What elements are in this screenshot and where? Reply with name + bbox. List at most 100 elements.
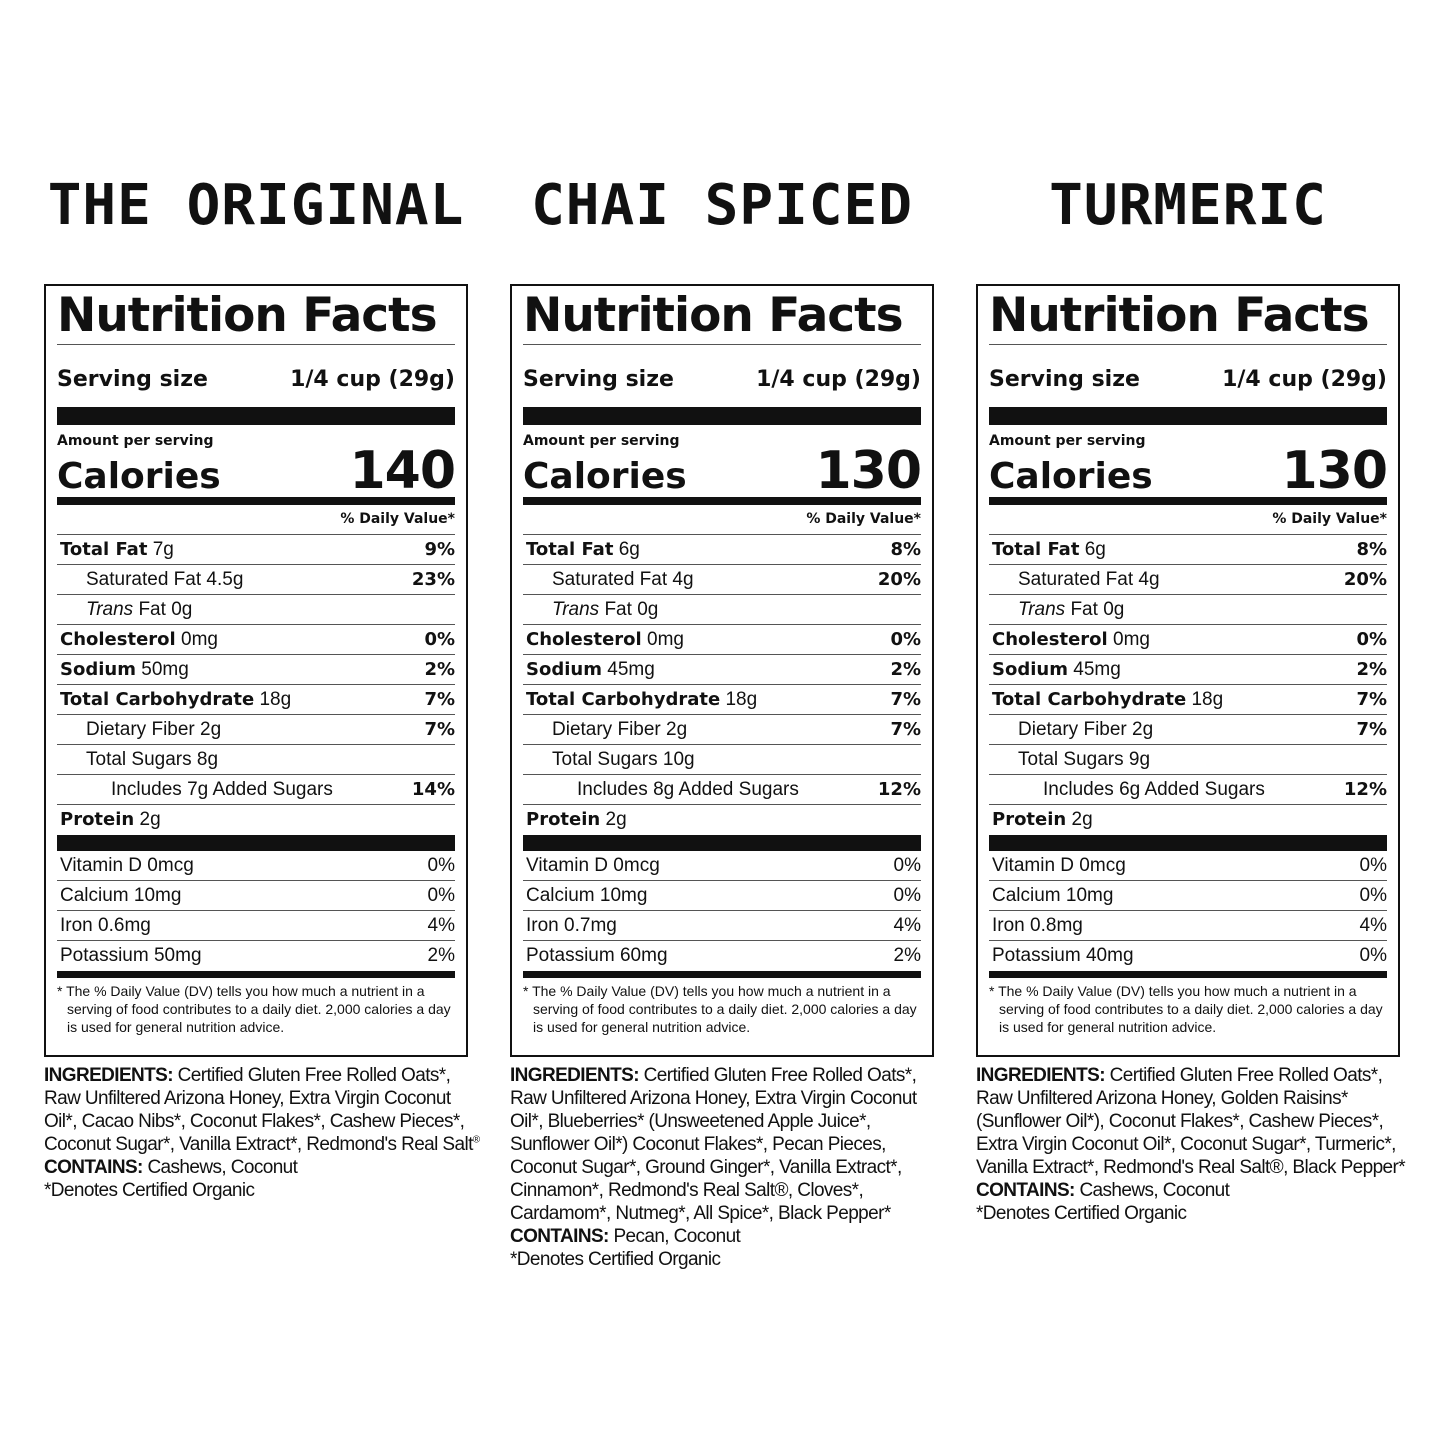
serving-size-row: Serving size 1/4 cup (29g) <box>989 351 1387 407</box>
ingredients-block: INGREDIENTS: Certified Gluten Free Rolle… <box>44 1064 484 1202</box>
ingredients-block: INGREDIENTS: Certified Gluten Free Rolle… <box>976 1064 1416 1225</box>
nutrition-facts-panel: Nutrition Facts Serving size 1/4 cup (29… <box>976 284 1400 1057</box>
cholesterol-row: Cholesterol 0mg 0% <box>989 625 1387 655</box>
flavor-title: THE ORIGINAL <box>47 173 465 238</box>
nutrition-facts-title: Nutrition Facts <box>523 288 904 343</box>
serving-size-value: 1/4 cup (29g) <box>756 366 921 392</box>
serving-size-value: 1/4 cup (29g) <box>1222 366 1387 392</box>
cholesterol-row: Cholesterol 0mg 0% <box>523 625 921 655</box>
medium-divider <box>57 497 455 505</box>
ingredients-block: INGREDIENTS: Certified Gluten Free Rolle… <box>510 1064 950 1271</box>
footnote-divider <box>989 971 1387 978</box>
serving-size-label: Serving size <box>989 366 1140 392</box>
nutrition-facts-title: Nutrition Facts <box>57 288 438 343</box>
total-sugars-row: Total Sugars 9g <box>989 745 1387 775</box>
calories-value: 140 <box>349 441 456 501</box>
contains-text: CONTAINS: Cashews, Coconut <box>976 1180 1230 1201</box>
sodium-row: Sodium 45mg 2% <box>523 655 921 685</box>
iron-row: Iron 0.8mg 4% <box>989 911 1387 941</box>
trans-fat-row: Trans Fat 0g <box>57 595 455 625</box>
calcium-row: Calcium 10mg 0% <box>989 881 1387 911</box>
vitamin-d-row: Vitamin D 0mcg 0% <box>57 851 455 881</box>
potassium-row: Potassium 60mg 2% <box>526 945 921 966</box>
cholesterol-row: Cholesterol 0mg 0% <box>57 625 455 655</box>
calories-label: Calories <box>523 456 687 497</box>
calories-value: 130 <box>1281 441 1388 501</box>
amount-per-serving: Amount per serving <box>57 433 214 449</box>
calories-row: Calories 140 <box>57 441 456 501</box>
protein-row: Protein 2g <box>526 809 627 830</box>
serving-size-value: 1/4 cup (29g) <box>290 366 455 392</box>
ingredients-text: INGREDIENTS: Certified Gluten Free Rolle… <box>44 1065 480 1155</box>
amount-per-serving: Amount per serving <box>523 433 680 449</box>
amount-per-serving: Amount per serving <box>989 433 1146 449</box>
total-carbohydrate-row: Total Carbohydrate 18g 7% <box>989 685 1387 715</box>
daily-value-footnote: * The % Daily Value (DV) tells you how m… <box>57 983 451 1035</box>
dietary-fiber-row: Dietary Fiber 2g 7% <box>989 715 1387 745</box>
calories-value: 130 <box>815 441 922 501</box>
calories-label: Calories <box>57 456 221 497</box>
saturated-fat-row: Saturated Fat 4.5g 23% <box>57 565 455 595</box>
iron-row: Iron 0.7mg 4% <box>523 911 921 941</box>
contains-text: CONTAINS: Pecan, Coconut <box>510 1226 741 1247</box>
vitamin-divider <box>989 835 1387 851</box>
total-sugars-row: Total Sugars 8g <box>57 745 455 775</box>
calories-label: Calories <box>989 456 1153 497</box>
organic-note: *Denotes Certified Organic <box>510 1249 721 1270</box>
trans-fat-row: Trans Fat 0g <box>523 595 921 625</box>
calories-row: Calories 130 <box>989 441 1388 501</box>
daily-value-header: % Daily Value* <box>989 505 1387 535</box>
nutrition-facts-title: Nutrition Facts <box>989 288 1370 343</box>
total-fat-row: Total Fat 7g 9% <box>57 535 455 565</box>
total-carbohydrate-row: Total Carbohydrate 18g 7% <box>57 685 455 715</box>
potassium-row: Potassium 40mg 0% <box>992 945 1387 966</box>
added-sugars-row: Includes 7g Added Sugars 14% <box>57 775 455 805</box>
ingredients-text: INGREDIENTS: Certified Gluten Free Rolle… <box>976 1065 1406 1178</box>
sodium-row: Sodium 45mg 2% <box>989 655 1387 685</box>
added-sugars-row: Includes 8g Added Sugars 12% <box>523 775 921 805</box>
total-sugars-row: Total Sugars 10g <box>523 745 921 775</box>
calories-row: Calories 130 <box>523 441 922 501</box>
total-carbohydrate-row: Total Carbohydrate 18g 7% <box>523 685 921 715</box>
flavor-title: TURMERIC <box>1049 173 1327 238</box>
daily-value-header: % Daily Value* <box>523 505 921 535</box>
daily-value-footnote: * The % Daily Value (DV) tells you how m… <box>989 983 1383 1035</box>
organic-note: *Denotes Certified Organic <box>44 1180 255 1201</box>
vitamin-d-row: Vitamin D 0mcg 0% <box>523 851 921 881</box>
nutrition-facts-panel: Nutrition Facts Serving size 1/4 cup (29… <box>510 284 934 1057</box>
serving-size-label: Serving size <box>57 366 208 392</box>
serving-size-row: Serving size 1/4 cup (29g) <box>523 351 921 407</box>
medium-divider <box>989 497 1387 505</box>
nutrition-facts-panel: Nutrition Facts Serving size 1/4 cup (29… <box>44 284 468 1057</box>
daily-value-header: % Daily Value* <box>57 505 455 535</box>
sodium-row: Sodium 50mg 2% <box>57 655 455 685</box>
saturated-fat-row: Saturated Fat 4g 20% <box>989 565 1387 595</box>
vitamin-divider <box>523 835 921 851</box>
trans-fat-row: Trans Fat 0g <box>989 595 1387 625</box>
thick-divider <box>989 407 1387 425</box>
added-sugars-row: Includes 6g Added Sugars 12% <box>989 775 1387 805</box>
medium-divider <box>523 497 921 505</box>
thick-divider <box>523 407 921 425</box>
protein-row: Protein 2g <box>60 809 161 830</box>
calcium-row: Calcium 10mg 0% <box>57 881 455 911</box>
total-fat-row: Total Fat 6g 8% <box>523 535 921 565</box>
serving-size-label: Serving size <box>523 366 674 392</box>
contains-text: CONTAINS: Cashews, Coconut <box>44 1157 298 1178</box>
potassium-row: Potassium 50mg 2% <box>60 945 455 966</box>
thick-divider <box>57 407 455 425</box>
calcium-row: Calcium 10mg 0% <box>523 881 921 911</box>
dietary-fiber-row: Dietary Fiber 2g 7% <box>57 715 455 745</box>
vitamin-divider <box>57 835 455 851</box>
saturated-fat-row: Saturated Fat 4g 20% <box>523 565 921 595</box>
protein-row: Protein 2g <box>992 809 1093 830</box>
daily-value-footnote: * The % Daily Value (DV) tells you how m… <box>523 983 917 1035</box>
footnote-divider <box>57 971 455 978</box>
footnote-divider <box>523 971 921 978</box>
organic-note: *Denotes Certified Organic <box>976 1203 1187 1224</box>
ingredients-text: INGREDIENTS: Certified Gluten Free Rolle… <box>510 1065 917 1224</box>
iron-row: Iron 0.6mg 4% <box>57 911 455 941</box>
total-fat-row: Total Fat 6g 8% <box>989 535 1387 565</box>
serving-size-row: Serving size 1/4 cup (29g) <box>57 351 455 407</box>
dietary-fiber-row: Dietary Fiber 2g 7% <box>523 715 921 745</box>
